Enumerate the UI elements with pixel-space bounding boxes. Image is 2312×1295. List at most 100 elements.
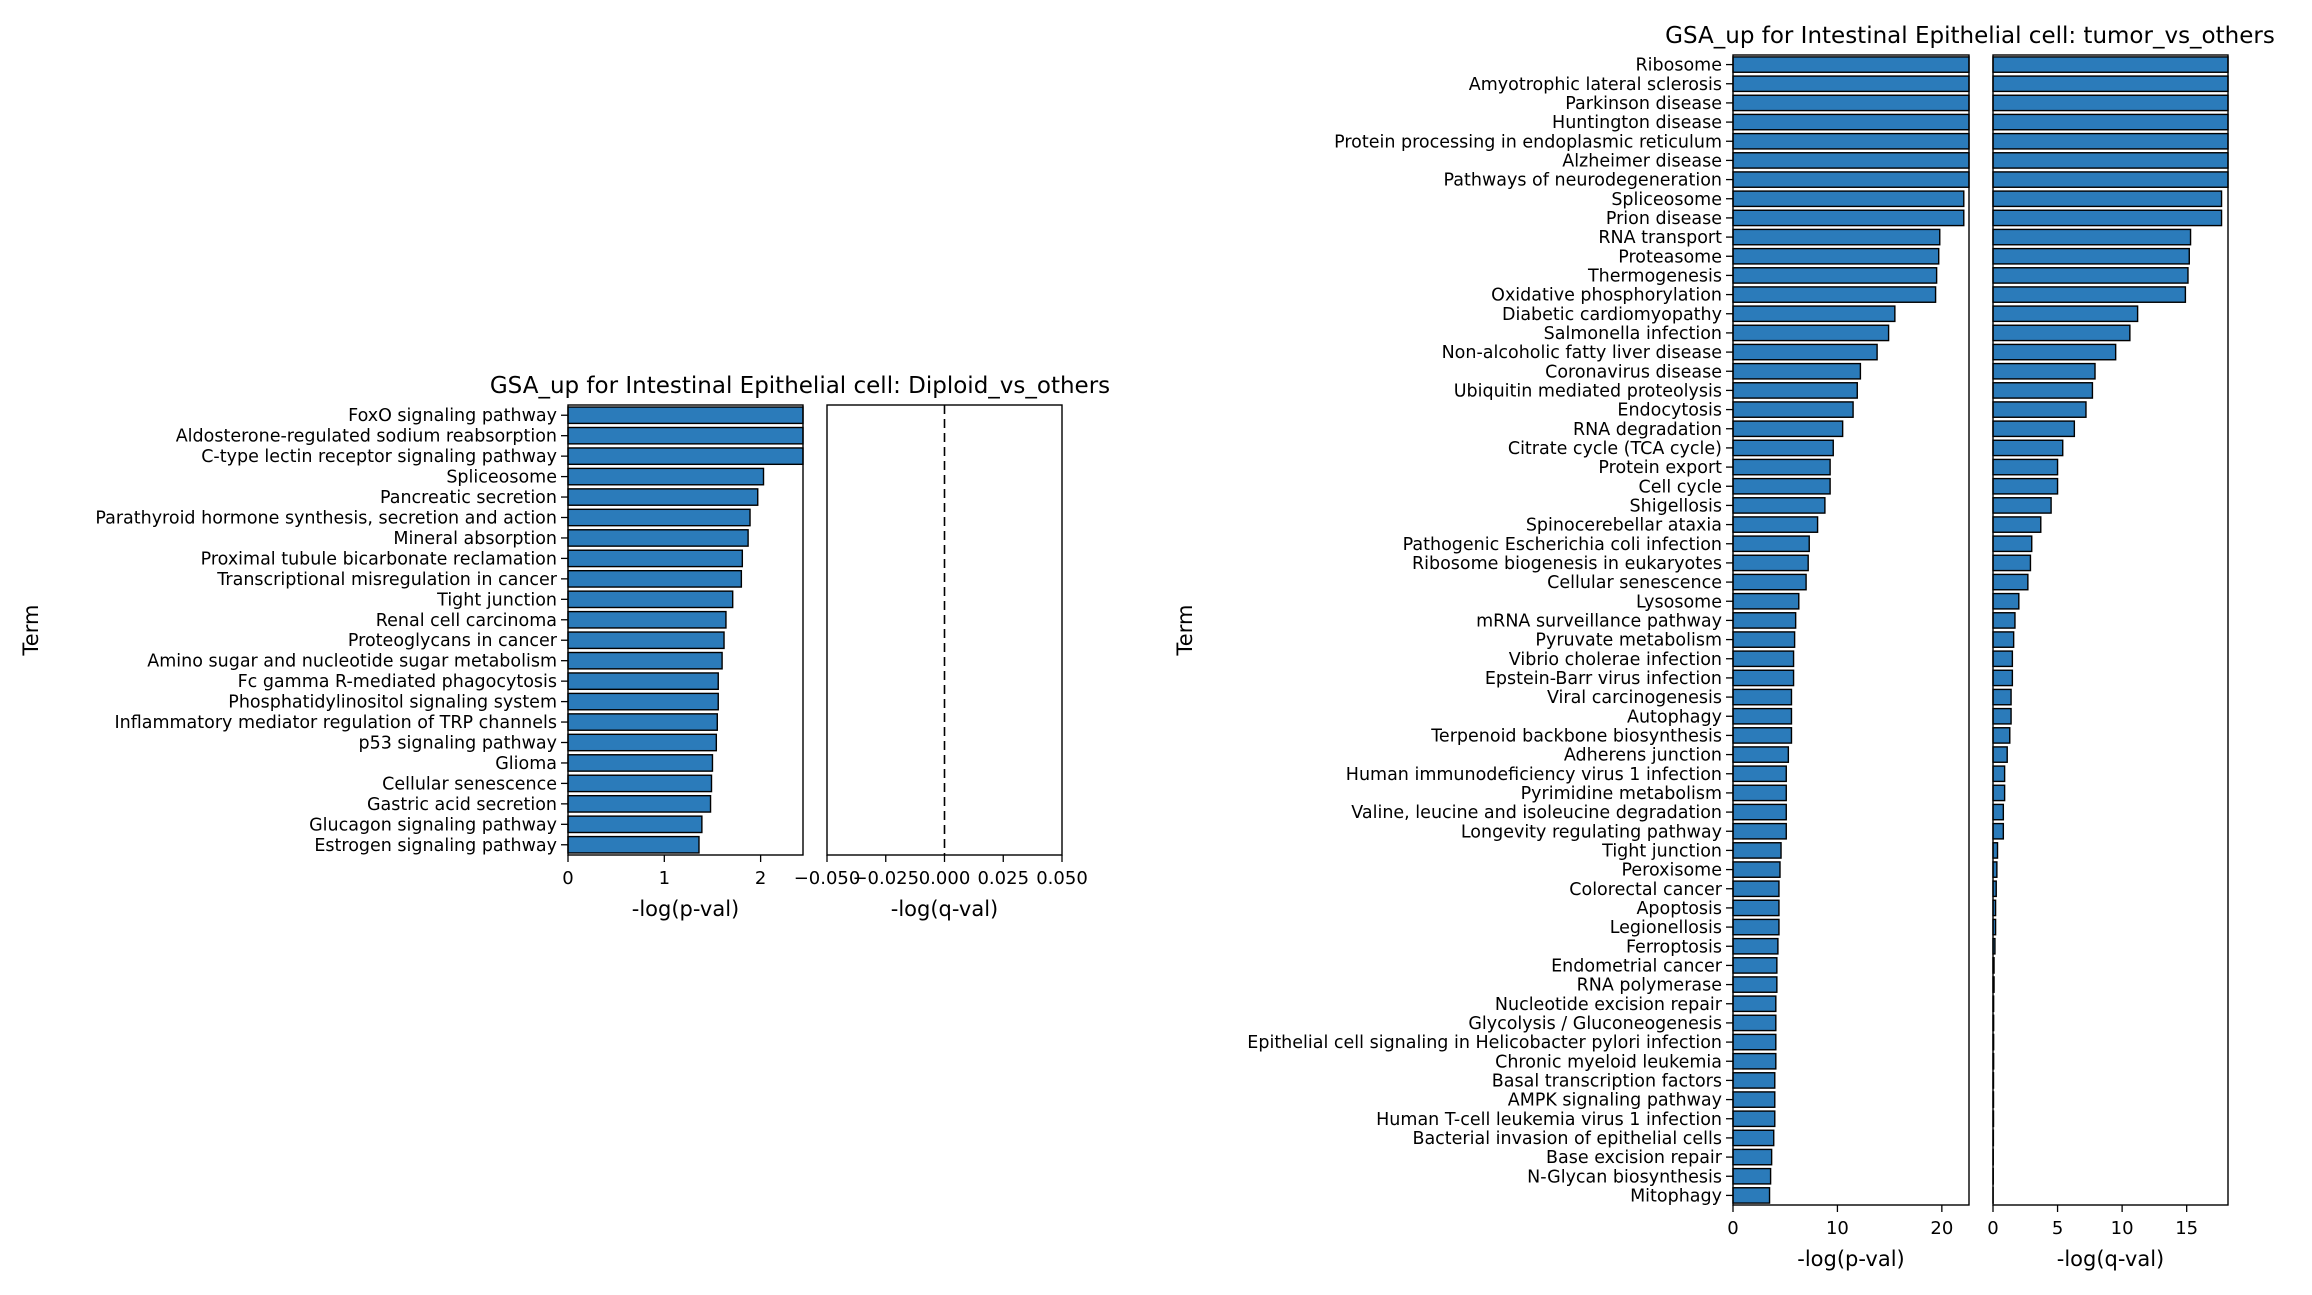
term-label: Thermogenesis xyxy=(1587,266,1722,286)
x-axis-label: -log(q-val) xyxy=(891,897,998,921)
bar xyxy=(1733,555,1808,570)
bar xyxy=(568,530,748,546)
term-label: Adherens junction xyxy=(1564,746,1722,766)
term-label: Basal transcription factors xyxy=(1492,1071,1722,1091)
term-label: Longevity regulating pathway xyxy=(1461,822,1722,842)
bar xyxy=(1993,172,2228,187)
term-label: p53 signaling pathway xyxy=(358,734,557,754)
bar xyxy=(1733,785,1786,800)
x-tick-label: 1 xyxy=(659,868,670,889)
bar xyxy=(1733,613,1796,628)
bar xyxy=(1733,287,1936,302)
term-label: Human immunodeficiency virus 1 infection xyxy=(1346,765,1722,785)
bar xyxy=(1733,747,1788,762)
bar xyxy=(1733,517,1818,532)
bar xyxy=(1993,210,2222,225)
x-tick-label: 20 xyxy=(1930,1218,1953,1239)
term-label: Ribosome xyxy=(1636,56,1722,76)
x-tick-label: 15 xyxy=(2175,1218,2198,1239)
term-label: RNA transport xyxy=(1598,228,1722,248)
term-label: Endometrial cancer xyxy=(1551,956,1723,976)
bar xyxy=(1993,555,2030,570)
bar xyxy=(568,509,750,525)
term-label: Lysosome xyxy=(1636,592,1722,612)
bar xyxy=(1993,766,2005,781)
bar xyxy=(568,775,712,791)
bar xyxy=(1733,862,1780,877)
bar xyxy=(1733,632,1795,647)
term-label: Mitophagy xyxy=(1630,1186,1722,1206)
term-label: Non-alcoholic fatty liver disease xyxy=(1442,343,1722,363)
x-tick-label: 10 xyxy=(1826,1218,1849,1239)
term-label: Cellular senescence xyxy=(1547,573,1722,593)
term-label: Pancreatic secretion xyxy=(380,488,557,508)
bar xyxy=(1993,114,2228,129)
bar xyxy=(1993,804,2003,819)
bar xyxy=(1733,1073,1775,1088)
bar xyxy=(568,796,711,812)
bar xyxy=(568,837,699,853)
bar xyxy=(1993,440,2063,455)
bar xyxy=(1733,1169,1771,1184)
term-label: Protein processing in endoplasmic reticu… xyxy=(1334,132,1722,152)
bar xyxy=(568,489,758,505)
y-axis-label: Term xyxy=(19,605,43,657)
bar xyxy=(1993,747,2007,762)
x-tick-label: −0.025 xyxy=(852,868,919,889)
term-label: Gastric acid secretion xyxy=(367,795,557,815)
bar xyxy=(1993,153,2228,168)
x-tick-label: 0.025 xyxy=(977,868,1029,889)
bar xyxy=(1733,114,1969,129)
bar xyxy=(1733,1034,1776,1049)
term-label: Citrate cycle (TCA cycle) xyxy=(1508,439,1722,459)
term-label: Chronic myeloid leukemia xyxy=(1495,1052,1722,1072)
chart-title: GSA_up for Intestinal Epithelial cell: t… xyxy=(1665,23,2275,49)
bar xyxy=(568,407,803,423)
bar xyxy=(1993,76,2228,91)
x-tick-label: 0 xyxy=(1727,1218,1738,1239)
term-label: FoxO signaling pathway xyxy=(348,406,557,426)
bar xyxy=(1993,728,2010,743)
bar xyxy=(1733,153,1969,168)
bar xyxy=(1733,344,1877,359)
bar xyxy=(1733,172,1969,187)
x-tick-label: 5 xyxy=(2052,1218,2063,1239)
term-label: Shigellosis xyxy=(1630,496,1722,516)
term-label: Epithelial cell signaling in Helicobacte… xyxy=(1247,1033,1722,1053)
bar xyxy=(1993,229,2191,244)
bar xyxy=(1733,1015,1776,1030)
bar xyxy=(1733,728,1791,743)
bar xyxy=(568,591,733,607)
bar xyxy=(1993,325,2130,340)
bar xyxy=(1733,134,1969,149)
bar xyxy=(1733,594,1799,609)
term-label: AMPK signaling pathway xyxy=(1508,1091,1722,1111)
term-label: Coronavirus disease xyxy=(1545,362,1722,382)
bar xyxy=(1733,76,1969,91)
term-label: Mineral absorption xyxy=(393,529,557,549)
term-label: Glucagon signaling pathway xyxy=(309,815,557,835)
bar xyxy=(1733,210,1964,225)
term-label: Huntington disease xyxy=(1552,113,1722,133)
bar xyxy=(1993,191,2222,206)
bar xyxy=(568,653,722,669)
y-axis-label: Term xyxy=(1173,605,1197,657)
bar xyxy=(1733,57,1969,72)
bar xyxy=(1733,1111,1775,1126)
x-axis-label: -log(p-val) xyxy=(1797,1247,1904,1271)
x-tick-label: 2 xyxy=(755,868,766,889)
term-label: Oxidative phosphorylation xyxy=(1491,286,1722,306)
term-label: Spinocerebellar ataxia xyxy=(1526,516,1722,536)
term-label: Glycolysis / Gluconeogenesis xyxy=(1468,1014,1722,1034)
term-label: Inflammatory mediator regulation of TRP … xyxy=(114,713,557,733)
bar xyxy=(1733,574,1806,589)
bar xyxy=(1993,364,2095,379)
bar xyxy=(1733,325,1889,340)
term-label: Glioma xyxy=(495,754,557,774)
bar xyxy=(1733,191,1964,206)
bar xyxy=(1993,306,2138,321)
bar xyxy=(1993,651,2012,666)
bar xyxy=(1993,57,2228,72)
bar xyxy=(1733,306,1895,321)
